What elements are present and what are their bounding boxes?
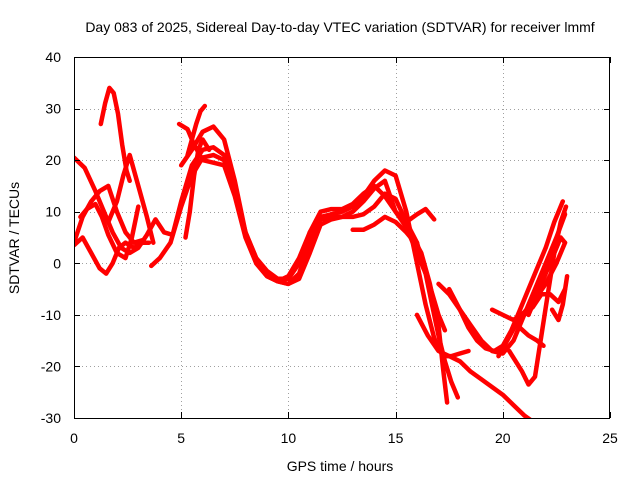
series-trace-8 bbox=[176, 121, 471, 359]
y-tick-label: -10 bbox=[41, 307, 61, 323]
series-trace-14 bbox=[414, 312, 532, 418]
x-tick-label: 25 bbox=[602, 430, 618, 446]
series-group bbox=[74, 85, 570, 418]
y-tick-label: -20 bbox=[41, 358, 61, 374]
series-trace-22 bbox=[549, 273, 570, 323]
x-axis-label: GPS time / hours bbox=[287, 458, 394, 474]
x-tick-label: 10 bbox=[281, 430, 297, 446]
series-trace-17 bbox=[489, 240, 568, 323]
series-trace-4 bbox=[78, 201, 141, 261]
y-tick-label: 0 bbox=[53, 255, 61, 271]
series-trace-13 bbox=[410, 235, 450, 405]
y-tick-label: 20 bbox=[45, 152, 61, 168]
series-trace-20 bbox=[506, 204, 569, 387]
series-trace-21 bbox=[526, 235, 568, 318]
chart-title: Day 083 of 2025, Sidereal Day-to-day VTE… bbox=[85, 19, 594, 35]
series-trace-11 bbox=[185, 103, 208, 158]
plot-frame bbox=[74, 57, 610, 419]
series-trace-6 bbox=[106, 152, 156, 245]
series-trace-3 bbox=[74, 235, 152, 276]
x-tick-label: 0 bbox=[70, 430, 78, 446]
x-tick-label: 20 bbox=[495, 430, 511, 446]
y-tick-label: 10 bbox=[45, 204, 61, 220]
y-tick-label: 30 bbox=[45, 101, 61, 117]
y-axis-label: SDTVAR / TECUs bbox=[6, 182, 22, 294]
y-tick-label: -30 bbox=[41, 410, 61, 426]
y-tick-labels: -30 -20 -10 0 10 20 30 40 bbox=[41, 49, 61, 426]
y-tick-label: 40 bbox=[45, 49, 61, 65]
x-tick-labels: 0 5 10 15 20 25 bbox=[70, 430, 618, 446]
grid bbox=[74, 57, 610, 418]
x-tick-label: 5 bbox=[177, 430, 185, 446]
series-trace-10 bbox=[183, 137, 212, 240]
x-tick-label: 15 bbox=[388, 430, 404, 446]
tick-marks bbox=[74, 57, 611, 419]
